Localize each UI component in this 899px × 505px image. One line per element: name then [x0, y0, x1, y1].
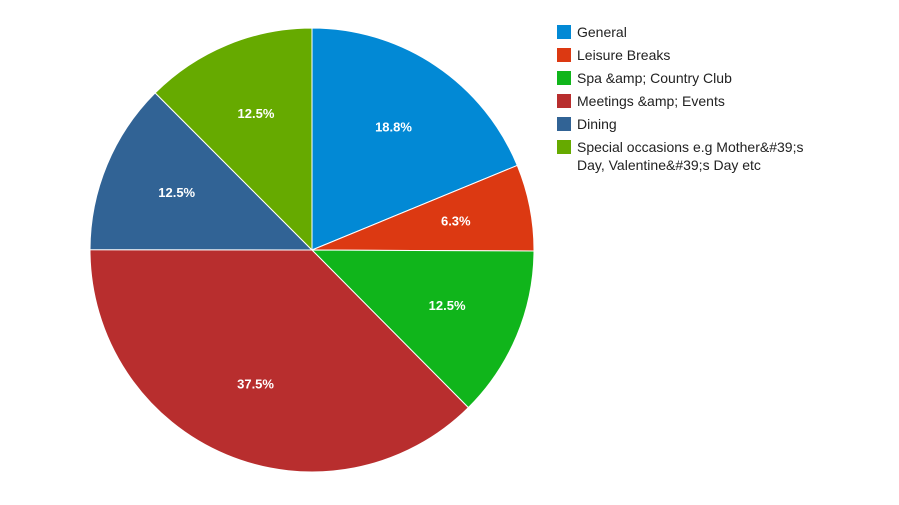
- legend-label: Dining: [577, 116, 617, 132]
- legend-swatch: [557, 117, 571, 131]
- pie-data-label: 6.3%: [441, 213, 471, 228]
- legend-item-spa-country-club[interactable]: Spa &amp; Country Club: [557, 70, 732, 86]
- pie-data-label: 12.5%: [238, 106, 275, 121]
- legend-label: Leisure Breaks: [577, 47, 670, 63]
- legend-item-dining[interactable]: Dining: [557, 116, 617, 132]
- pie-data-label: 18.8%: [375, 120, 412, 135]
- legend-swatch: [557, 71, 571, 85]
- legend-item-meetings-events[interactable]: Meetings &amp; Events: [557, 93, 725, 109]
- legend-swatch: [557, 94, 571, 108]
- pie-slice-meetings-events[interactable]: [89, 249, 470, 473]
- legend: General Leisure Breaks Spa &amp; Country C…: [557, 24, 803, 173]
- pie-data-label: 37.5%: [237, 377, 274, 392]
- legend-swatch: [557, 140, 571, 154]
- legend-label: Spa &amp; Country Club: [577, 70, 732, 86]
- legend-swatch: [557, 25, 571, 39]
- legend-label: General: [577, 24, 627, 40]
- pie-slice-special-occasions-e-g-mothers-day-valentines-day-etc[interactable]: [154, 27, 313, 252]
- legend-label: Meetings &amp; Events: [577, 93, 725, 109]
- pie-slices: [89, 27, 535, 473]
- legend-item-special-occasions-e-g-mothers-day-valentines-day-etc[interactable]: Special occasions e.g Mother&#39;s Day, V…: [557, 139, 803, 173]
- pie-slice-spa-country-club[interactable]: [310, 249, 535, 409]
- legend-swatch: [557, 48, 571, 62]
- pie-slice-dining[interactable]: [89, 92, 314, 251]
- legend-label: Special occasions e.g Mother&#39;s Day, V…: [577, 139, 803, 173]
- pie-slice-general[interactable]: [311, 27, 518, 251]
- pie-data-label: 12.5%: [158, 185, 195, 200]
- pie-data-label: 12.5%: [429, 298, 466, 313]
- pie-data-labels: 18.8% 6.3% 12.5% 37.5% 12.5% 12.5%: [158, 106, 471, 392]
- legend-item-general[interactable]: General: [557, 24, 627, 40]
- legend-item-leisure-breaks[interactable]: Leisure Breaks: [557, 47, 670, 63]
